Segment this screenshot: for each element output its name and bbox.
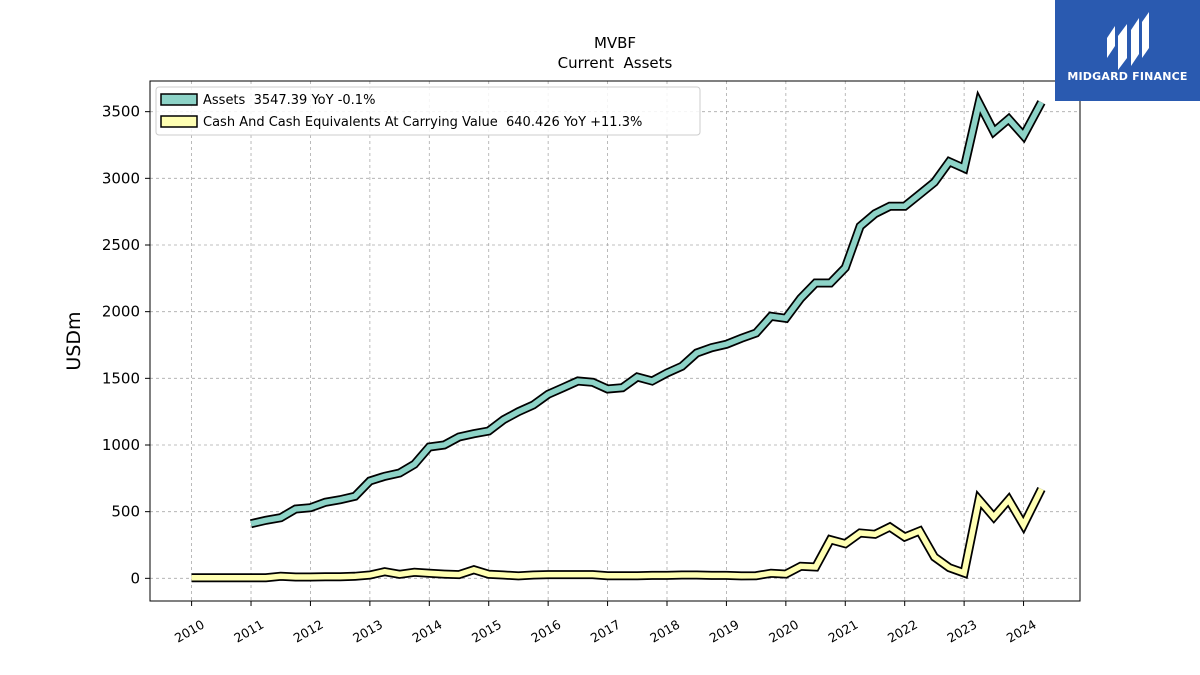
y-tick-label: 1000 bbox=[102, 436, 140, 454]
x-tick-label: 2012 bbox=[291, 617, 326, 646]
midgard-finance-logo: MIDGARD FINANCE bbox=[1055, 0, 1200, 101]
x-tick-label: 2022 bbox=[885, 617, 920, 646]
legend-label-assets: Assets 3547.39 YoY -0.1% bbox=[203, 93, 375, 108]
series-line-1 bbox=[191, 487, 1044, 581]
y-tick-label: 3500 bbox=[102, 103, 140, 121]
legend: Assets 3547.39 YoY -0.1% Cash And Cash E… bbox=[155, 86, 701, 136]
logo-text: MIDGARD FINANCE bbox=[1067, 70, 1188, 83]
grid-lines bbox=[150, 81, 1080, 601]
x-tick-label: 2019 bbox=[707, 617, 742, 646]
plot-area-frame bbox=[149, 80, 1081, 602]
y-tick-label: 500 bbox=[111, 503, 140, 521]
x-tick-label: 2015 bbox=[469, 617, 504, 646]
series-layer bbox=[191, 89, 1046, 583]
x-tick-label: 2018 bbox=[647, 617, 682, 646]
y-axis: 0 500 1000 1500 2000 2500 3000 3500 bbox=[102, 103, 150, 587]
y-tick-label: 3000 bbox=[102, 169, 140, 187]
chart-title: MVBF bbox=[594, 34, 636, 52]
mf-monogram-icon bbox=[1107, 12, 1149, 70]
x-tick-label: 2024 bbox=[1004, 617, 1039, 646]
x-tick-label: 2014 bbox=[410, 617, 445, 646]
x-tick-label: 2021 bbox=[825, 617, 860, 646]
x-tick-label: 2023 bbox=[944, 617, 979, 646]
legend-box bbox=[155, 86, 701, 136]
chart-subtitle: Current Assets bbox=[558, 54, 673, 72]
y-tick-label: 0 bbox=[130, 569, 140, 587]
legend-label-cash: Cash And Cash Equivalents At Carrying Va… bbox=[203, 115, 642, 130]
legend-swatch-assets bbox=[160, 93, 198, 106]
x-tick-label: 2011 bbox=[231, 617, 266, 646]
y-tick-label: 1500 bbox=[102, 369, 140, 387]
x-tick-label: 2016 bbox=[528, 617, 563, 646]
y-tick-label: 2500 bbox=[102, 236, 140, 254]
x-tick-label: 2010 bbox=[172, 617, 207, 646]
x-axis: 2010 2011 2012 2013 2014 2015 2016 2017 2018 2019… bbox=[172, 601, 1039, 646]
x-tick-label: 2013 bbox=[350, 617, 385, 646]
y-tick-label: 2000 bbox=[102, 303, 140, 321]
legend-swatch-cash bbox=[160, 115, 198, 128]
series-line-0 bbox=[250, 95, 1044, 527]
x-tick-label: 2020 bbox=[766, 617, 801, 646]
y-axis-label: USDm bbox=[63, 311, 85, 370]
x-tick-label: 2017 bbox=[588, 617, 623, 646]
